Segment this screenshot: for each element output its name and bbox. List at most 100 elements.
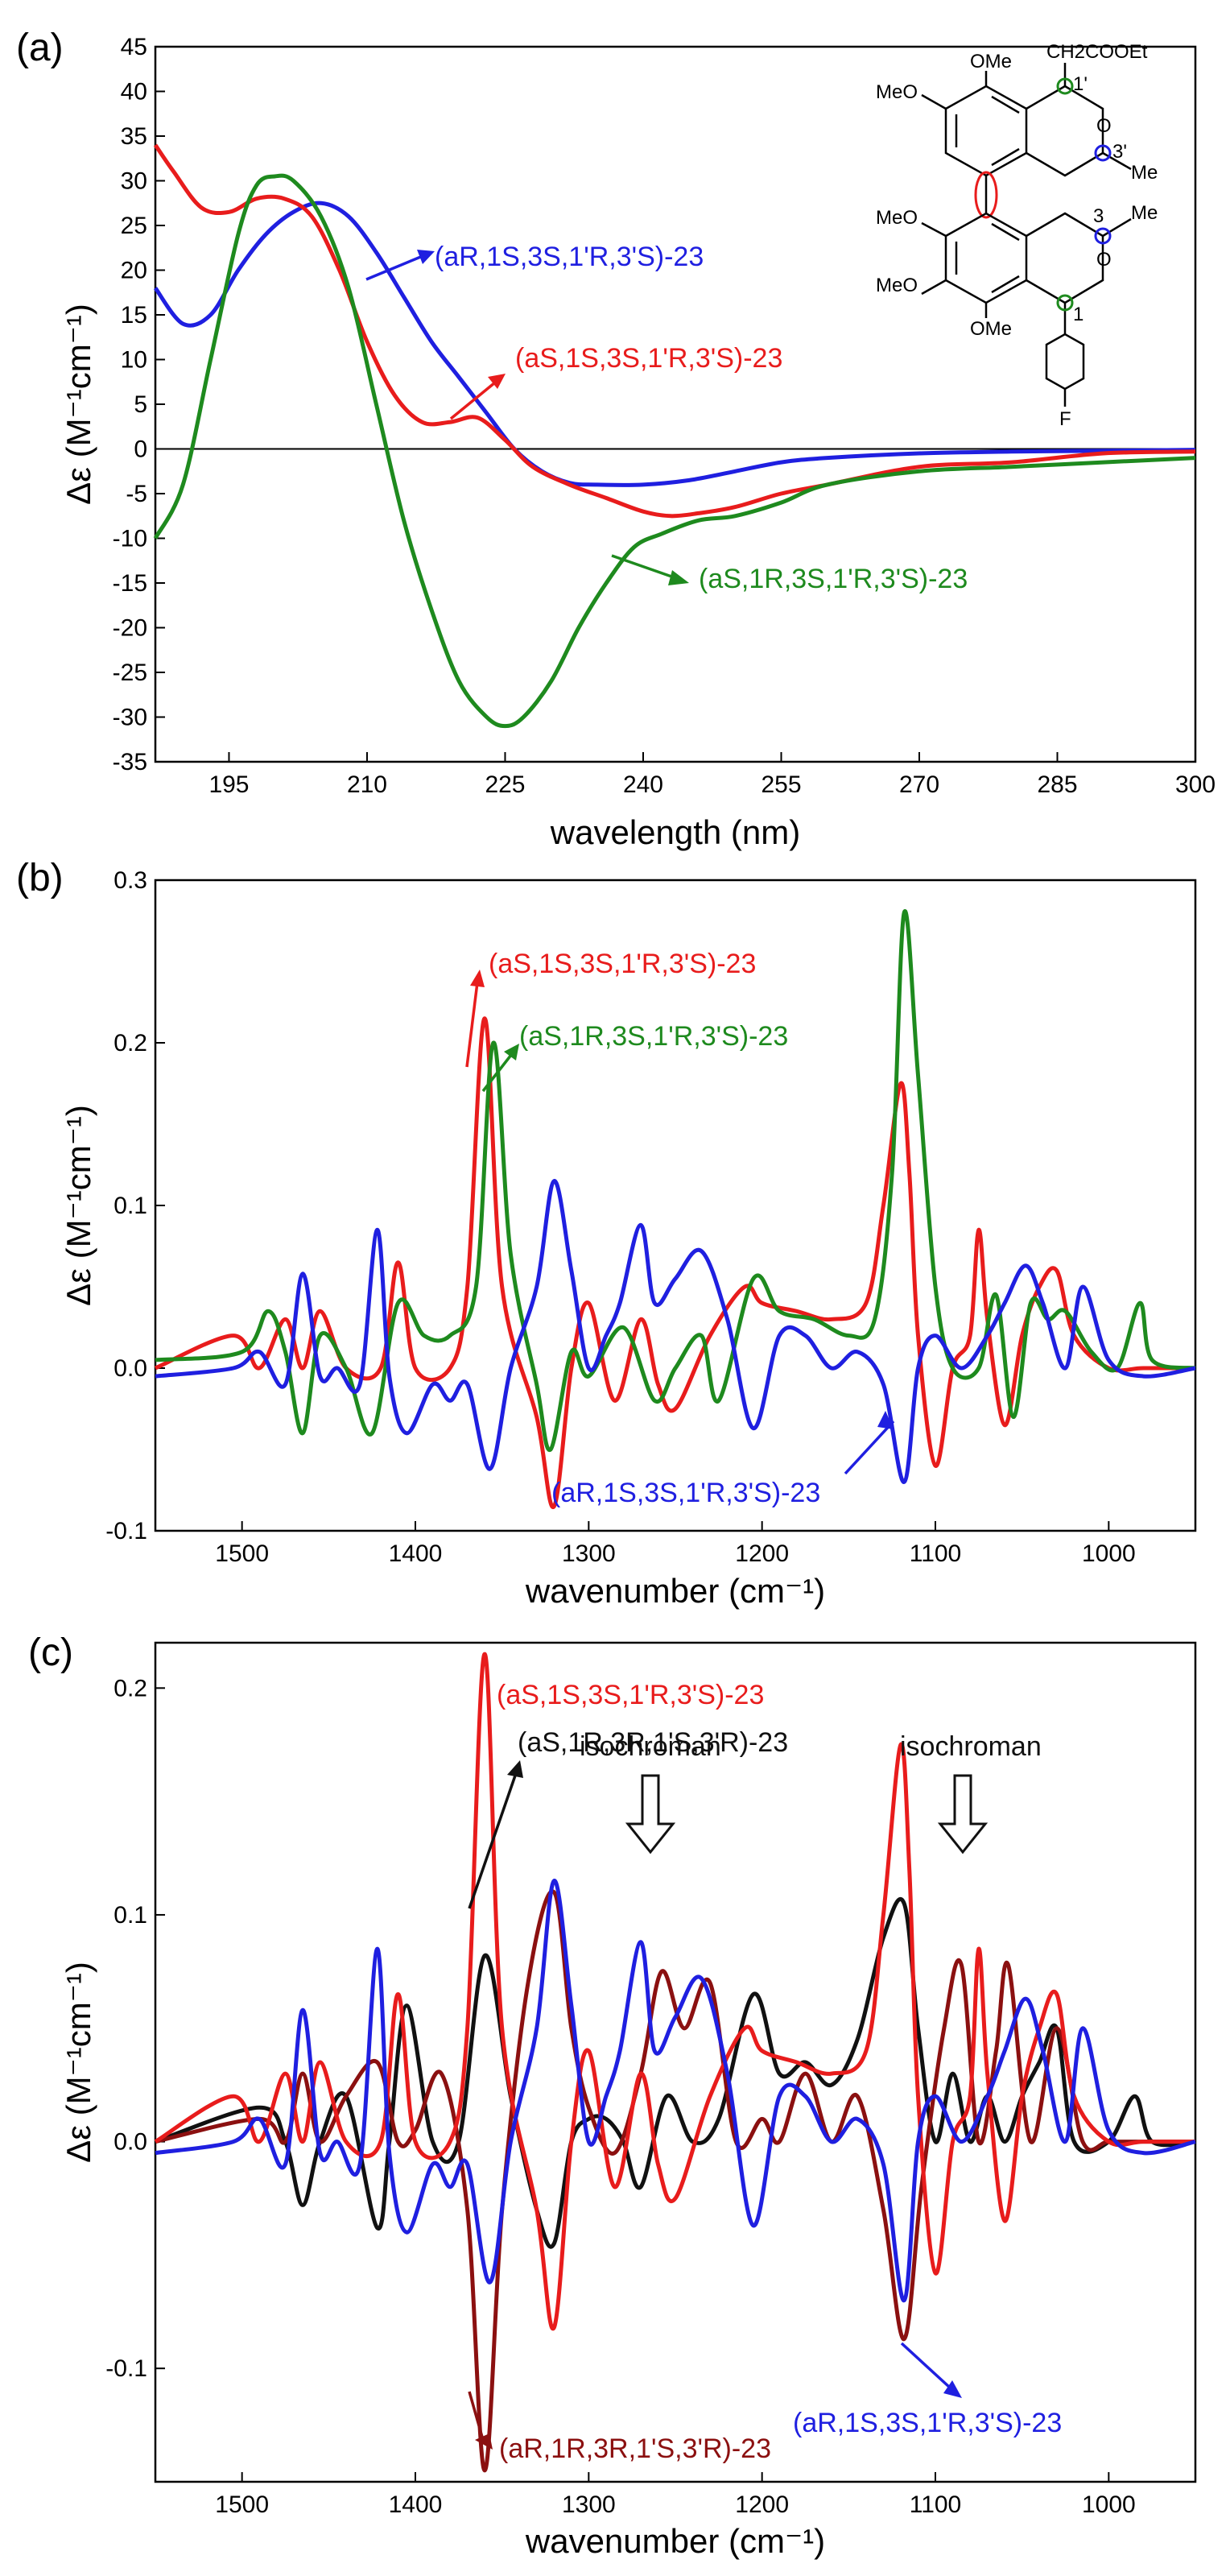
x-tick-label: 1200 [735, 2491, 789, 2518]
panel-c-annotation-red: (aS,1S,3S,1'R,3'S)-23 [497, 1680, 764, 1710]
x-tick-label: 1000 [1082, 1540, 1136, 1567]
structure-label: Me [1131, 202, 1158, 224]
biaryl-axis-marker [974, 171, 998, 219]
x-tick-label: 195 [208, 771, 249, 798]
y-tick-label: -15 [113, 570, 147, 597]
panel-b-ticks: 1500 1400 1300 1200 1100 1000 -0.1 0.0 0.1 0.2 0.3 [105, 867, 1135, 1567]
annotation-label: (aS,1R,3R,1'S,3'R)-23 [518, 1727, 788, 1758]
annotation-label: (aS,1S,3S,1'R,3'S)-23 [497, 1680, 764, 1710]
panel-c-annotation-darkred: (aR,1R,3R,1'S,3'R)-23 [468, 2391, 771, 2464]
y-tick-label: 0.2 [114, 1030, 147, 1056]
y-tick-label: 0.2 [114, 1675, 147, 1701]
panel-b-series [155, 908, 1196, 1510]
panel-a-annotation-red: (aS,1S,3S,1'R,3'S)-23 [449, 343, 782, 420]
x-tick-label: 1100 [910, 2491, 962, 2518]
panel-c-series [154, 1652, 1196, 2473]
stereo-marker-3 [1094, 227, 1112, 245]
y-tick-label: 30 [121, 168, 147, 195]
structure-label: O [1096, 115, 1112, 137]
structure-label: MeO [876, 275, 918, 296]
annotation-label: (aS,1R,3S,1'R,3'S)-23 [699, 564, 968, 594]
y-tick-label: -30 [113, 705, 147, 731]
x-tick-label: 210 [347, 771, 387, 798]
x-tick-label: 1500 [215, 2491, 269, 2518]
y-tick-label: 0.0 [114, 2129, 147, 2156]
panel-c-frame [154, 1641, 1197, 2483]
y-tick-label: 40 [121, 79, 147, 105]
x-tick-label: 1100 [910, 1540, 962, 1567]
x-tick-label: 240 [623, 771, 663, 798]
y-tick-label: 10 [121, 347, 147, 374]
stereo-marker-1prime [1056, 77, 1074, 95]
y-tick-label: -20 [113, 615, 147, 642]
annotation-label: (aS,1S,3S,1'R,3'S)-23 [515, 343, 782, 374]
panel-c-label: (c) [28, 1631, 73, 1674]
annotation-label: (aR,1S,3S,1'R,3'S)-23 [551, 1478, 820, 1508]
isochroman-label: isochroman [580, 1731, 721, 1762]
panel-a-label: (a) [16, 27, 64, 69]
series-line-2 [155, 908, 1196, 1452]
panel-c-ylabel: Δε (M⁻¹cm⁻¹) [60, 1962, 97, 2163]
structure-fluorophenyl [1045, 333, 1085, 391]
y-tick-label: 0.3 [114, 867, 147, 894]
panel-a-ylabel: Δε (M⁻¹cm⁻¹) [60, 304, 97, 505]
annotation-label: (aR,1R,3R,1'S,3'R)-23 [499, 2433, 771, 2464]
structure-label: F [1059, 408, 1071, 430]
panel-a-annotation-blue: (aR,1S,3S,1'R,3'S)-23 [365, 242, 704, 281]
structure-label: MeO [876, 81, 918, 103]
x-tick-label: 1000 [1082, 2491, 1136, 2518]
annotation-label: (aS,1S,3S,1'R,3'S)-23 [489, 949, 756, 979]
annotation-label: (aR,1S,3S,1'R,3'S)-23 [435, 242, 704, 272]
panel-b-xlabel: wavenumber (cm⁻¹) [525, 1572, 825, 1610]
isochroman-label: isochroman [900, 1731, 1042, 1762]
panel-a-annotation-green: (aS,1R,3S,1'R,3'S)-23 [611, 554, 968, 594]
structure-label: MeO [876, 207, 918, 229]
panel-b-ylabel: Δε (M⁻¹cm⁻¹) [60, 1105, 97, 1306]
structure-inset [921, 63, 1132, 407]
y-tick-label: -35 [113, 749, 147, 775]
panel-c-annotation-black: (aS,1R,3R,1'S,3'R)-23 [468, 1727, 788, 1909]
y-tick-label: -25 [113, 660, 147, 686]
panel-a-ticks: 195 210 225 240 255 270 285 300-35-30-25-20-15-… [113, 34, 1216, 798]
x-tick-label: 270 [899, 771, 939, 798]
y-tick-label: 0 [134, 436, 147, 463]
structure-top-ring [944, 85, 1028, 177]
panel-c-xlabel: wavenumber (cm⁻¹) [525, 2522, 825, 2560]
structure-label: Me [1131, 162, 1158, 184]
structure-label: 1' [1073, 73, 1088, 95]
isochroman-marker: isochroman [580, 1731, 721, 1854]
y-tick-label: 35 [121, 123, 147, 150]
panel-a-xlabel: wavelength (nm) [550, 813, 800, 851]
isochroman-arrow-icon [625, 1774, 676, 1854]
y-tick-label: 15 [121, 302, 147, 329]
panel-a-frame [154, 45, 1197, 763]
y-tick-label: 45 [121, 34, 147, 60]
y-tick-label: 0.1 [114, 1193, 147, 1219]
panel-c-annotation-blue: (aR,1S,3S,1'R,3'S)-23 [793, 2342, 1062, 2438]
y-tick-label: 20 [121, 258, 147, 284]
y-tick-label: 0.0 [114, 1355, 147, 1382]
stereo-marker-3prime [1094, 144, 1112, 162]
series-line-2 [155, 1889, 1195, 2473]
panel-b: (b) 1500 1400 1300 1200 1100 1000 -0.1 0.0 0.1 0.… [16, 857, 1197, 1610]
x-tick-label: 1500 [215, 1540, 269, 1567]
structure-label: OMe [970, 51, 1012, 72]
y-tick-label: -10 [113, 526, 147, 552]
x-tick-label: 255 [761, 771, 801, 798]
x-tick-label: 1200 [735, 1540, 789, 1567]
x-tick-label: 225 [485, 771, 525, 798]
panel-a-series [153, 143, 1196, 729]
x-tick-label: 285 [1037, 771, 1077, 798]
y-tick-label: 0.1 [114, 1902, 147, 1929]
panel-c: (c) 1500 1400 1300 1200 1100 1000 -0.1 0.0 0.1 0.… [28, 1631, 1197, 2560]
y-tick-label: -0.1 [105, 1518, 147, 1544]
structure-label: O [1096, 249, 1112, 271]
series-line-1 [155, 1016, 1195, 1510]
panel-b-annotation-blue: (aR,1S,3S,1'R,3'S)-23 [551, 1411, 895, 1508]
isochroman-marker: isochroman [900, 1731, 1042, 1854]
x-tick-label: 300 [1175, 771, 1216, 798]
x-tick-label: 1300 [562, 1540, 616, 1567]
structure-label: 1 [1073, 304, 1083, 325]
annotation-label: (aR,1S,3S,1'R,3'S)-23 [793, 2408, 1062, 2438]
panel-a: (a) 195 210 225 240 255 270 285 300-35-30-25-20… [16, 27, 1216, 851]
